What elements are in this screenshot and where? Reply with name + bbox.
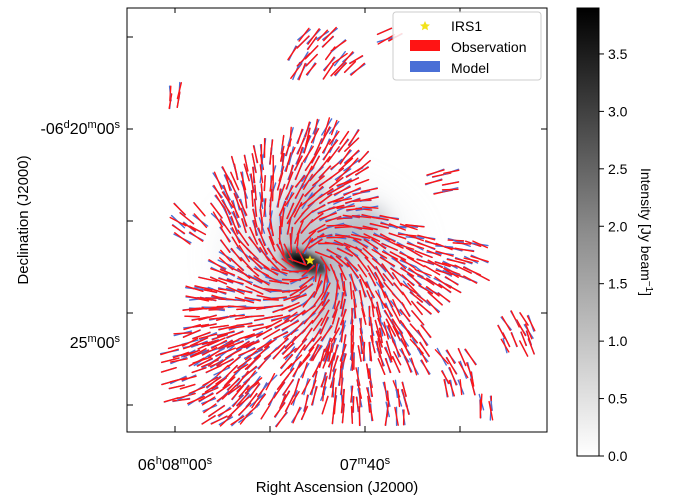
colorbar-label: Intensity [Jy beam−1] bbox=[638, 168, 655, 296]
observation-vector bbox=[264, 299, 279, 300]
colorbar-tick-label: 3.0 bbox=[608, 103, 628, 119]
colorbar-tick-label: 3.5 bbox=[608, 46, 628, 62]
observation-vector bbox=[335, 227, 351, 228]
colorbar-tick-label: 2.5 bbox=[608, 161, 628, 177]
legend-model-swatch bbox=[410, 61, 440, 72]
legend-label-model: Model bbox=[451, 60, 489, 76]
observation-vector bbox=[342, 378, 343, 395]
observation-vector bbox=[353, 397, 354, 412]
observation-vector bbox=[481, 394, 482, 410]
colorbar-tick-label: 1.5 bbox=[608, 276, 628, 292]
legend-label-irs1: IRS1 bbox=[451, 18, 482, 34]
observation-vector bbox=[327, 237, 346, 238]
legend-label-observation: Observation bbox=[451, 39, 526, 55]
x-tick-label-0: 06h08m00s bbox=[138, 455, 213, 474]
colorbar-tick-label: 0.0 bbox=[608, 448, 628, 464]
colorbar: 0.0 0.5 1.0 1.5 2.0 2.5 3.0 3.5 Intensity [Jy b… bbox=[577, 8, 655, 464]
x-tick-label-1: 07m40s bbox=[340, 455, 391, 474]
observation-vector bbox=[344, 282, 345, 296]
colorbar-tick-label: 0.5 bbox=[608, 391, 628, 407]
x-axis-label: Right Ascension (J2000) bbox=[256, 479, 419, 496]
colorbar-gradient bbox=[577, 8, 599, 456]
colorbar-tick-label: 1.0 bbox=[608, 333, 628, 349]
colorbar-tick-label: 2.0 bbox=[608, 218, 628, 234]
observation-vector bbox=[252, 191, 253, 206]
observation-vector bbox=[264, 176, 265, 191]
legend-observation-swatch bbox=[410, 40, 440, 51]
y-axis-label: Declination (J2000) bbox=[15, 155, 32, 284]
observation-vector bbox=[442, 189, 457, 190]
y-tick-label-1: 25m00s bbox=[70, 333, 121, 352]
legend: IRS1 Observation Model bbox=[393, 12, 541, 80]
colorbar-ticks: 0.0 0.5 1.0 1.5 2.0 2.5 3.0 3.5 bbox=[599, 46, 628, 464]
observation-vector bbox=[352, 407, 353, 424]
observation-vector bbox=[273, 183, 274, 201]
observation-vector bbox=[185, 316, 199, 317]
y-tick-label-0: -06d20m00s bbox=[40, 119, 120, 138]
